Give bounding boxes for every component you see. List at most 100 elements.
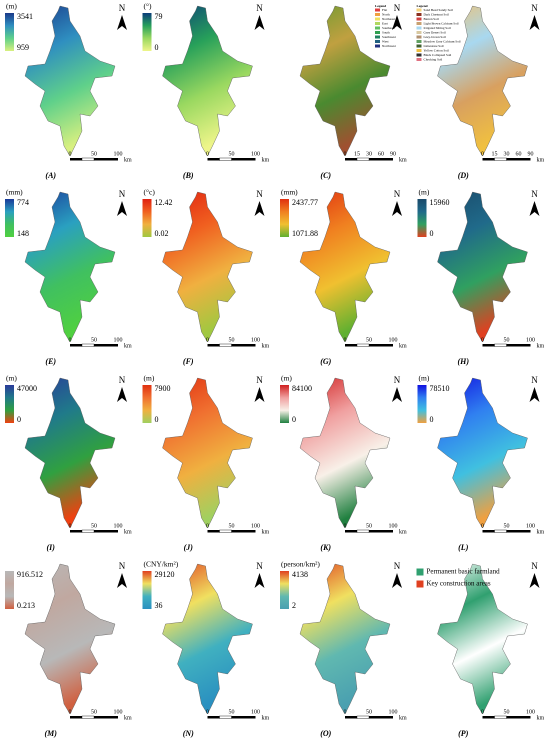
legend-unit: (m) [419, 374, 430, 383]
north-label: N [531, 189, 538, 199]
legend-min: 0.02 [155, 229, 169, 238]
scale-label: 100 [114, 709, 123, 715]
north-arrow [392, 573, 402, 588]
legend-item: Yellow Cotton Soil [424, 48, 449, 52]
north-arrow [529, 201, 540, 216]
scale-label: 0 [344, 151, 347, 157]
legend-max: 78510 [430, 384, 450, 393]
scale-label: 100 [526, 709, 535, 715]
legend-min: 0 [292, 415, 296, 424]
scale-label: 50 [504, 337, 510, 343]
legend-swatch [375, 13, 380, 16]
legend-ramp [5, 13, 14, 51]
legend-min: 0 [430, 229, 434, 238]
scale-bar-half [356, 343, 370, 347]
legend-ramp [417, 385, 427, 423]
legend-min: 0.213 [17, 601, 35, 610]
scale-label: km [124, 343, 132, 349]
legend-unit: (mm) [281, 188, 298, 197]
panel-label: (J) [184, 543, 194, 552]
region-map [299, 5, 391, 157]
scale-label: 0 [344, 337, 347, 343]
scale-label: 100 [251, 151, 260, 157]
legend-unit: (m) [419, 188, 430, 197]
north-label: N [531, 561, 538, 571]
scale-bar-half [219, 529, 232, 533]
scale-label: 50 [229, 709, 235, 715]
region-map [24, 563, 116, 715]
legend-min: 959 [17, 43, 29, 52]
north-arrow [392, 201, 402, 216]
scale-label: 0 [481, 337, 484, 343]
legend-item: Irrigated Silting Soil [424, 26, 451, 30]
panel-label: (O) [320, 729, 331, 738]
legend-min: 0 [430, 415, 434, 424]
region-map [162, 5, 253, 157]
scale-label: km [124, 157, 132, 163]
legend-unit: (°c) [144, 188, 156, 197]
scale-label: km [262, 529, 270, 535]
scale-label: km [537, 715, 545, 721]
panel-label: (I) [47, 543, 56, 552]
legend-item: Checking Soil [424, 57, 443, 61]
scale-bar-half [356, 157, 370, 161]
panel-label: (P) [458, 729, 469, 738]
region-map [162, 563, 253, 715]
scale-label: 60 [516, 151, 522, 157]
legend-unit: (person/km²) [281, 560, 320, 569]
legend-item: Northwest [382, 44, 396, 48]
scale-label: 100 [251, 523, 260, 529]
legend-max: 2437.77 [292, 198, 318, 207]
legend-swatch [416, 13, 422, 16]
scale-label: 30 [504, 151, 510, 157]
legend-min: 0 [155, 415, 159, 424]
legend-swatch [375, 31, 380, 34]
panel-label: (A) [45, 171, 56, 180]
north-label: N [394, 189, 401, 199]
scale-label: km [399, 157, 407, 163]
legend-item: Meadow Grey Calcium Soil [424, 39, 461, 43]
legend-min: 0 [17, 415, 21, 424]
scale-label: 0 [206, 709, 209, 715]
panel-label: (G) [320, 357, 331, 366]
legend-ramp [5, 199, 14, 237]
legend-swatch [416, 8, 422, 12]
legend-swatch [416, 35, 422, 39]
scale-label: 50 [229, 151, 235, 157]
scale-bar-half [494, 343, 507, 347]
region-map [24, 377, 116, 529]
legend-ramp [142, 385, 152, 423]
legend-max: 3541 [17, 12, 33, 21]
north-label: N [394, 375, 401, 385]
legend-swatch [375, 22, 380, 25]
scale-label: 100 [114, 523, 123, 529]
north-arrow [117, 573, 127, 588]
scale-label: km [262, 157, 270, 163]
legend-item: Southwest [382, 35, 396, 39]
scale-label: 50 [91, 151, 97, 157]
legend-min: 0 [155, 43, 159, 52]
scale-label: 100 [526, 523, 535, 529]
scale-label: 100 [389, 709, 398, 715]
north-arrow [529, 573, 540, 588]
legend-unit: (m) [6, 2, 17, 11]
scale-bar-half [356, 529, 370, 533]
panel-label: (N) [183, 729, 194, 738]
scale-label: 100 [251, 337, 260, 343]
north-arrow [254, 15, 265, 30]
north-label: N [394, 561, 401, 571]
panel-label: (D) [458, 171, 469, 180]
legend-swatch [416, 58, 422, 61]
legend-ramp [5, 385, 14, 423]
legend-swatch [416, 44, 422, 48]
scale-label: km [399, 343, 407, 349]
scale-label: 60 [378, 151, 384, 157]
region-map [437, 5, 528, 157]
